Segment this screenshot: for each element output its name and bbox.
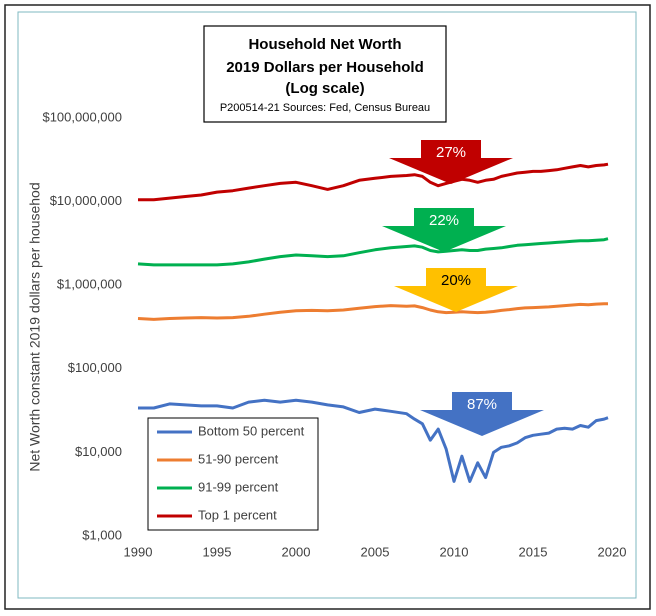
legend-label: 51-90 percent [198, 451, 279, 466]
chart-title: (Log scale) [285, 80, 364, 97]
y-tick-label: $1,000 [82, 527, 122, 542]
x-tick-label: 2015 [519, 544, 548, 559]
annotation-arrow [420, 392, 544, 436]
y-axis-label: Net Worth constant 2019 dollars per hous… [27, 182, 43, 471]
series-line [138, 398, 609, 483]
series-line [137, 302, 608, 321]
legend-label: Top 1 percent [198, 507, 277, 522]
x-tick-label: 2010 [440, 544, 469, 559]
x-tick-label: 2000 [282, 544, 311, 559]
y-tick-label: $1,000,000 [57, 277, 122, 292]
annotation-label: 20% [441, 272, 471, 289]
legend-box [147, 417, 319, 531]
y-tick-label: $100,000,000 [42, 109, 122, 124]
title-box [203, 25, 447, 123]
y-tick-label: $10,000 [75, 444, 122, 459]
x-tick-label: 2005 [361, 544, 390, 559]
y-tick-label: $10,000,000 [50, 193, 122, 208]
annotation-arrow [394, 268, 518, 312]
legend-label: 91-99 percent [198, 479, 279, 494]
series-line [137, 237, 609, 267]
chart-subtitle: P200514-21 Sources: Fed, Census Bureau [220, 102, 430, 114]
x-tick-label: 1995 [203, 544, 232, 559]
annotation-arrow [389, 140, 513, 184]
annotation-label: 27% [436, 144, 466, 161]
annotation-arrow [382, 208, 506, 252]
y-tick-label: $100,000 [68, 360, 122, 375]
series-line [138, 162, 609, 202]
annotation-label: 87% [467, 396, 497, 413]
legend-label: Bottom 50 percent [198, 423, 305, 438]
x-tick-label: 2020 [598, 544, 627, 559]
chart-title: 2019 Dollars per Household [226, 59, 424, 76]
x-tick-label: 1990 [124, 544, 153, 559]
chart-area-border [17, 11, 637, 599]
annotation-label: 22% [429, 212, 459, 229]
chart-title: Household Net Worth [248, 36, 401, 53]
